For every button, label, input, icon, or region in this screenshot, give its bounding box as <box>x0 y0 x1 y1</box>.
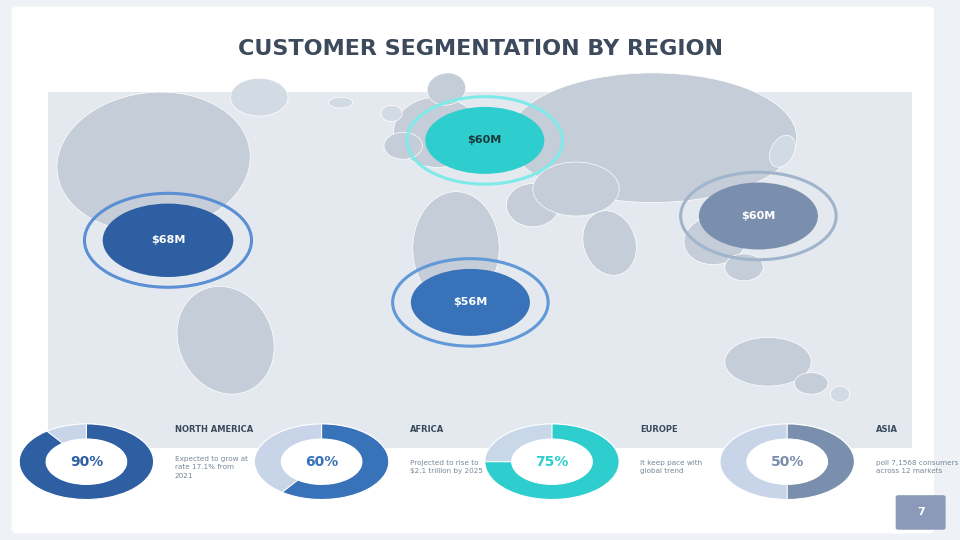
Ellipse shape <box>145 217 210 269</box>
Ellipse shape <box>725 338 811 386</box>
Ellipse shape <box>328 97 352 108</box>
Ellipse shape <box>384 132 422 159</box>
Ellipse shape <box>725 254 763 281</box>
Circle shape <box>281 439 362 484</box>
Text: NORTH AMERICA: NORTH AMERICA <box>175 425 253 434</box>
Text: 75%: 75% <box>536 455 568 469</box>
Ellipse shape <box>394 97 480 167</box>
Ellipse shape <box>177 286 275 394</box>
Text: CUSTOMER SEGMENTATION BY REGION: CUSTOMER SEGMENTATION BY REGION <box>237 38 723 59</box>
Ellipse shape <box>795 373 828 394</box>
FancyBboxPatch shape <box>896 495 946 530</box>
Text: poll 7,1568 consumers
across 12 markets: poll 7,1568 consumers across 12 markets <box>876 460 958 474</box>
Wedge shape <box>485 424 619 500</box>
Ellipse shape <box>413 192 499 305</box>
Wedge shape <box>254 424 389 500</box>
Text: $60M: $60M <box>741 211 776 221</box>
Ellipse shape <box>770 135 795 167</box>
Circle shape <box>747 439 828 484</box>
Ellipse shape <box>381 105 402 122</box>
Wedge shape <box>787 424 854 500</box>
Text: Expected to grow at
rate 17.1% from
2021: Expected to grow at rate 17.1% from 2021 <box>175 456 248 478</box>
Ellipse shape <box>583 211 636 275</box>
Circle shape <box>425 107 544 174</box>
Circle shape <box>103 204 233 277</box>
Wedge shape <box>720 424 854 500</box>
Ellipse shape <box>509 73 797 202</box>
Wedge shape <box>282 424 389 500</box>
Text: 50%: 50% <box>771 455 804 469</box>
Text: ASIA: ASIA <box>876 425 898 434</box>
Ellipse shape <box>427 73 466 105</box>
Text: Projected to rise to
$2.1 trillion by 2025: Projected to rise to $2.1 trillion by 20… <box>410 460 483 474</box>
Wedge shape <box>485 424 619 500</box>
Text: $68M: $68M <box>151 235 185 245</box>
FancyBboxPatch shape <box>48 92 912 448</box>
Text: 90%: 90% <box>70 455 103 469</box>
Ellipse shape <box>57 92 251 232</box>
Text: It keep pace with
global trend: It keep pace with global trend <box>640 460 703 474</box>
Circle shape <box>512 439 592 484</box>
Text: AFRICA: AFRICA <box>410 425 444 434</box>
Ellipse shape <box>830 386 850 402</box>
Text: 60%: 60% <box>305 455 338 469</box>
Circle shape <box>46 439 127 484</box>
Wedge shape <box>19 424 154 500</box>
Circle shape <box>411 269 530 336</box>
Text: $60M: $60M <box>468 136 502 145</box>
Ellipse shape <box>684 216 747 265</box>
Text: $56M: $56M <box>453 298 488 307</box>
Text: EUROPE: EUROPE <box>640 425 678 434</box>
FancyBboxPatch shape <box>12 6 934 534</box>
Circle shape <box>699 183 818 249</box>
Wedge shape <box>19 424 154 500</box>
Text: 7: 7 <box>917 508 924 517</box>
Ellipse shape <box>230 78 288 116</box>
Ellipse shape <box>533 162 619 216</box>
Ellipse shape <box>507 184 559 227</box>
